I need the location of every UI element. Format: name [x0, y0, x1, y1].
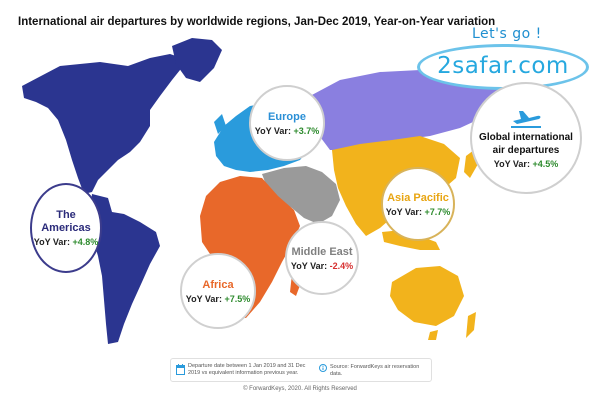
airplane-icon — [511, 111, 541, 128]
region-greenland — [172, 38, 222, 82]
region-australia — [390, 266, 464, 326]
footer-note: Departure date between 1 Jan 2019 and 31… — [170, 358, 432, 382]
bubble-americas: The Americas YoY Var: +4.8% — [30, 183, 102, 273]
footer-date-note: Departure date between 1 Jan 2019 and 31… — [188, 363, 306, 376]
region-label-middle-east: Middle East — [291, 245, 353, 258]
bubble-europe: Europe YoY Var: +3.7% — [249, 85, 325, 161]
brand-tagline: Let's go ! — [472, 26, 542, 42]
global-label-line2: air departures — [492, 145, 560, 156]
bubble-global: Global international air departures YoY … — [470, 82, 582, 194]
calendar-icon — [176, 364, 185, 375]
yoy-value-global: +4.5% — [532, 159, 559, 169]
brand-logo[interactable]: 2safar.com — [417, 44, 589, 90]
region-label-europe: Europe — [268, 110, 306, 123]
region-tasmania — [428, 330, 438, 340]
footer-source-note: Source: ForwardKeys air reservation data… — [330, 364, 420, 377]
region-uk — [214, 114, 226, 134]
yoy-label: YoY Var: — [33, 237, 70, 247]
yoy-label: YoY Var: — [493, 159, 530, 169]
yoy-value-americas: +4.8% — [72, 237, 99, 247]
yoy-value-africa: +7.5% — [224, 293, 251, 304]
yoy-europe: YoY Var: +3.7% — [255, 126, 319, 136]
region-label-asia-pacific: Asia Pacific — [387, 191, 449, 204]
region-middle-east — [262, 166, 340, 224]
yoy-label: YoY Var: — [290, 260, 328, 271]
yoy-label: YoY Var: — [254, 125, 291, 136]
yoy-label: YoY Var: — [385, 206, 422, 217]
yoy-global: YoY Var: +4.5% — [494, 159, 558, 169]
region-north-asia — [310, 70, 510, 150]
bubble-asia-pacific: Asia Pacific YoY Var: +7.7% — [381, 167, 455, 241]
yoy-americas: YoY Var: +4.8% — [34, 237, 98, 247]
chart-title: International air departures by worldwid… — [18, 16, 496, 28]
yoy-value-middle-east: -2.4% — [329, 260, 354, 271]
yoy-value-asia-pacific: +7.7% — [424, 206, 451, 217]
region-new-zealand — [466, 312, 476, 338]
bubble-africa: Africa YoY Var: +7.5% — [180, 253, 256, 329]
region-south-america — [90, 194, 160, 344]
yoy-label: YoY Var: — [185, 293, 222, 304]
bubble-middle-east: Middle East YoY Var: -2.4% — [285, 221, 359, 295]
region-label-americas: The Americas — [41, 209, 91, 234]
copyright: © ForwardKeys, 2020. All Rights Reserved — [243, 386, 357, 392]
yoy-middle-east: YoY Var: -2.4% — [291, 261, 353, 271]
info-icon — [319, 364, 327, 372]
region-label-africa: Africa — [202, 278, 234, 291]
yoy-asia-pacific: YoY Var: +7.7% — [386, 207, 450, 217]
yoy-africa: YoY Var: +7.5% — [186, 294, 250, 304]
region-north-america — [22, 54, 188, 194]
global-label-line1: Global international — [479, 132, 573, 143]
yoy-value-europe: +3.7% — [293, 125, 320, 136]
